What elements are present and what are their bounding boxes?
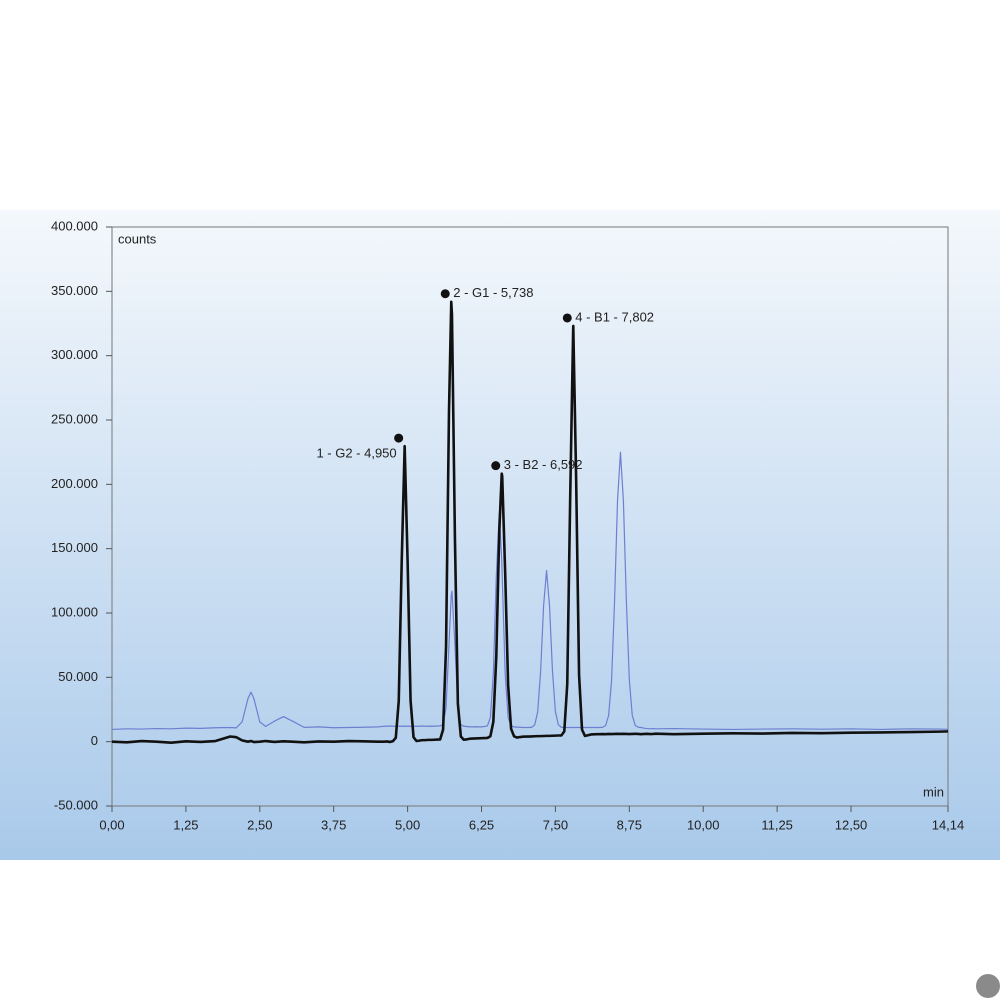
x-tick-label: 10,00 bbox=[687, 817, 720, 832]
peak-label: 3 - B2 - 6,592 bbox=[504, 457, 583, 472]
x-tick-label: 11,25 bbox=[761, 817, 793, 832]
peak-marker bbox=[491, 461, 501, 471]
trace-line bbox=[111, 300, 949, 744]
x-tick-label: 0,00 bbox=[99, 817, 124, 832]
peak-marker bbox=[394, 433, 404, 443]
x-tick-label: 12,50 bbox=[835, 817, 868, 832]
x-tick-label: 5,00 bbox=[395, 817, 420, 832]
peak-label: 2 - G1 - 5,738 bbox=[453, 285, 533, 300]
y-tick-label: 50.000 bbox=[58, 669, 98, 684]
peak-label: 1 - G2 - 4,950 bbox=[316, 446, 396, 461]
y-tick-label: 250.000 bbox=[51, 411, 98, 426]
peak-marker bbox=[562, 313, 572, 323]
trace-line bbox=[111, 451, 949, 731]
y-tick-label: 100.000 bbox=[51, 604, 98, 619]
x-tick-label: 14,14 bbox=[932, 817, 965, 832]
scroll-indicator[interactable] bbox=[976, 974, 1000, 998]
x-tick-label: 8,75 bbox=[617, 817, 642, 832]
x-tick-label: 3,75 bbox=[321, 817, 346, 832]
y-axis-label: counts bbox=[118, 231, 157, 246]
y-tick-label: 350.000 bbox=[51, 283, 98, 298]
x-tick-label: 1,25 bbox=[173, 817, 198, 832]
y-tick-label: 150.000 bbox=[51, 540, 98, 555]
y-tick-label: -50.000 bbox=[54, 797, 98, 812]
peak-marker bbox=[440, 289, 450, 299]
x-tick-label: 6,25 bbox=[469, 817, 494, 832]
x-axis-label: min bbox=[923, 784, 944, 799]
peak-label: 4 - B1 - 7,802 bbox=[575, 309, 654, 324]
plot-frame bbox=[111, 226, 949, 807]
y-tick-label: 400.000 bbox=[51, 218, 98, 233]
y-tick-label: 0 bbox=[91, 733, 98, 748]
x-tick-label: 7,50 bbox=[543, 817, 568, 832]
y-tick-label: 200.000 bbox=[51, 476, 98, 491]
x-tick-label: 2,50 bbox=[247, 817, 272, 832]
y-tick-label: 300.000 bbox=[51, 347, 98, 362]
